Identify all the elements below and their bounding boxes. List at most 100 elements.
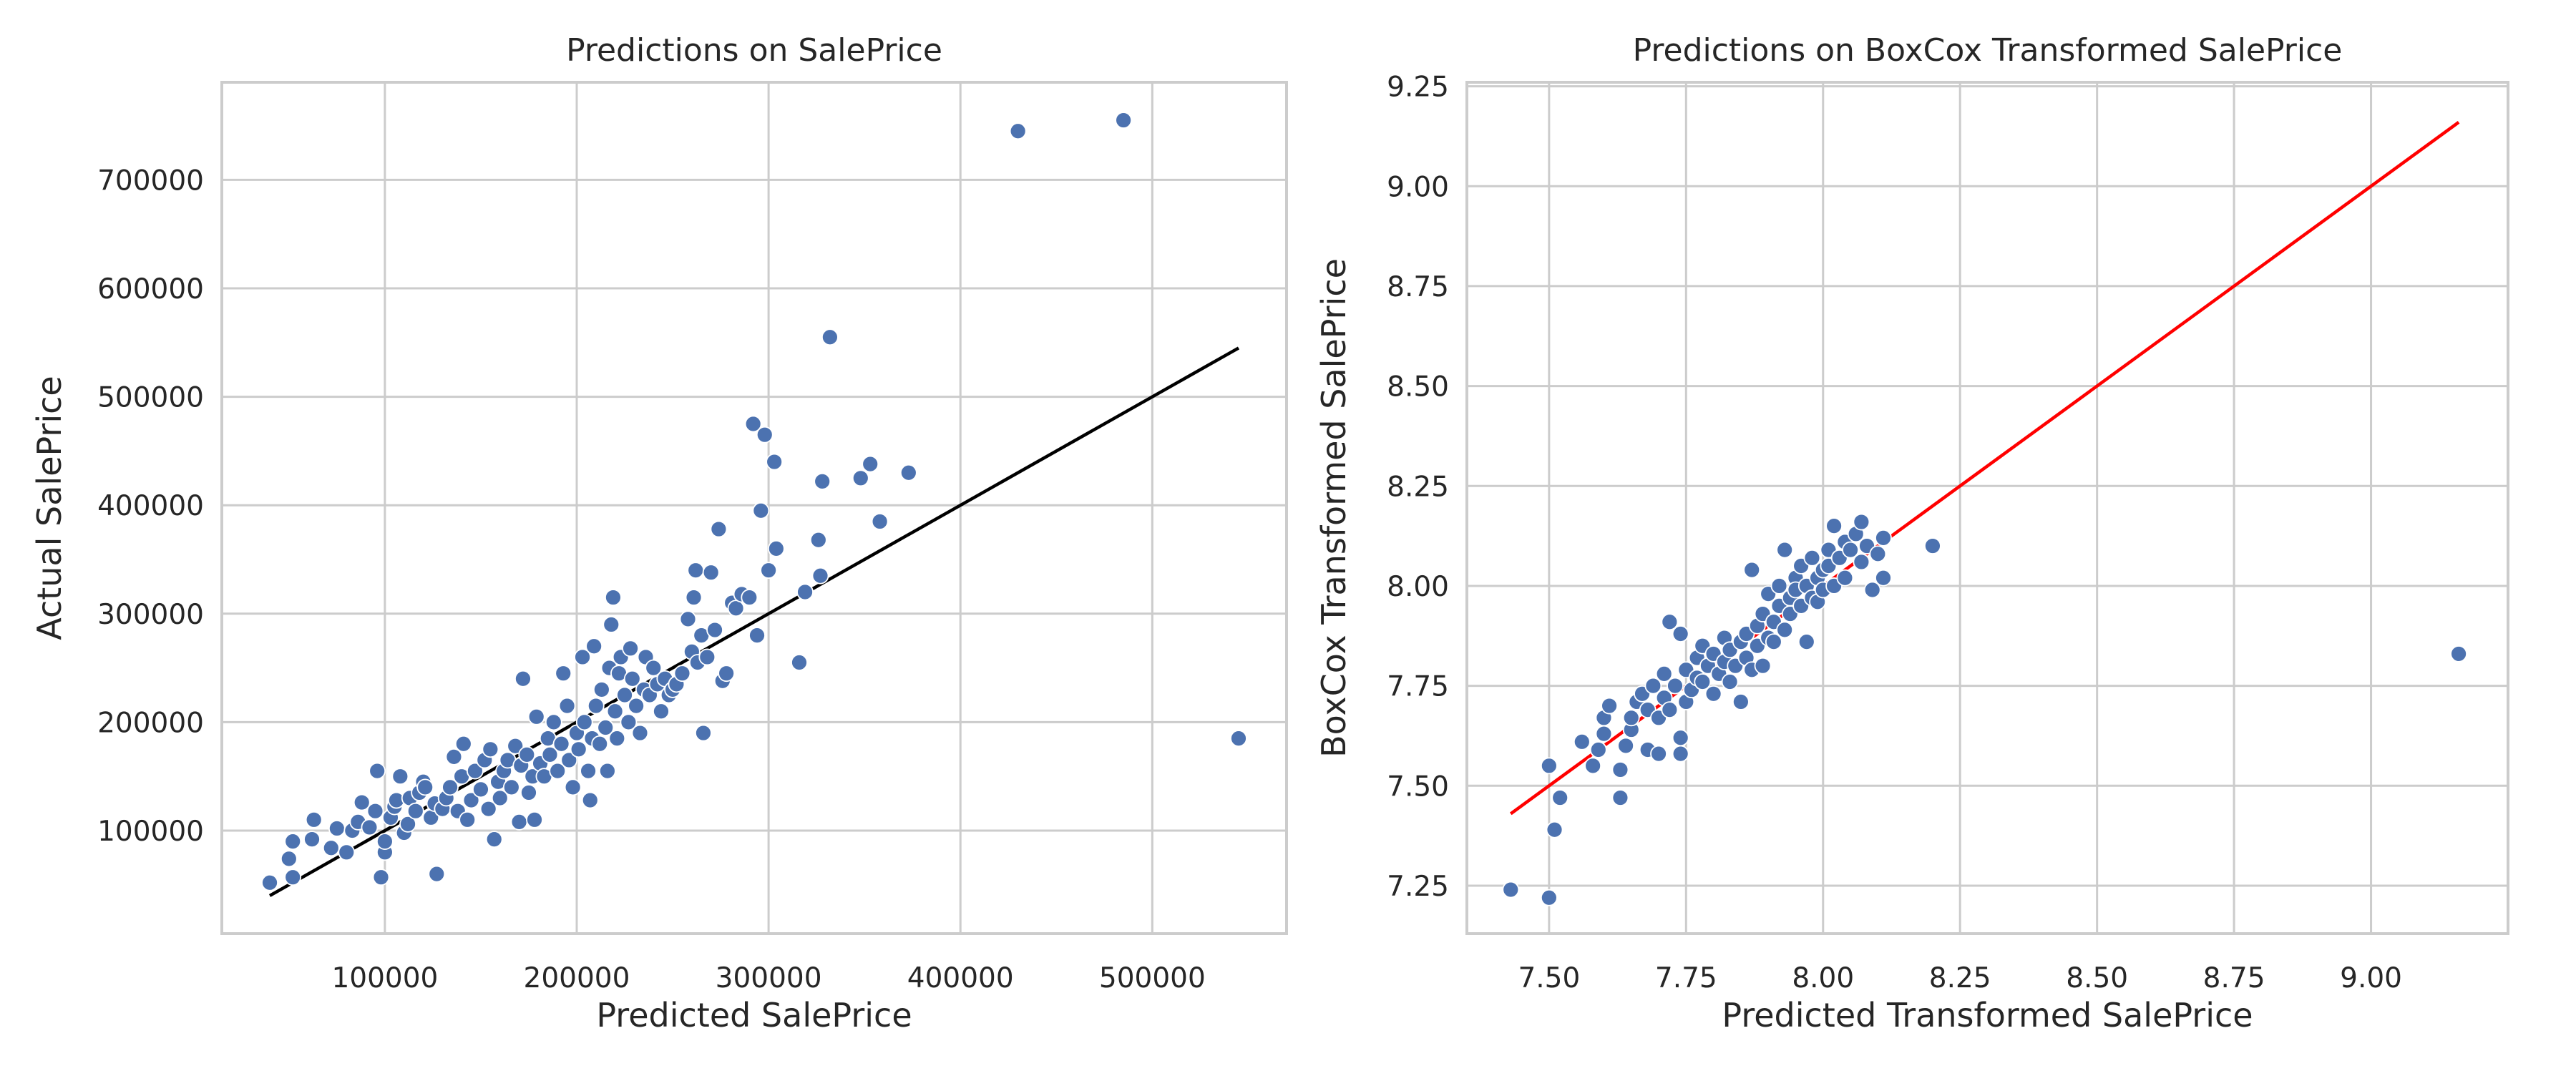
data-point [608, 730, 626, 748]
y-tick-label: 200000 [97, 707, 204, 739]
data-point [591, 735, 609, 753]
data-point [303, 831, 321, 848]
data-point [622, 640, 639, 657]
data-point [821, 328, 839, 346]
data-point [653, 703, 670, 720]
data-point [510, 813, 528, 831]
data-point [491, 789, 509, 807]
data-point [623, 670, 641, 688]
data-point [899, 464, 917, 481]
data-point [485, 831, 503, 848]
data-point [520, 784, 537, 801]
data-point [526, 811, 543, 828]
y-tick-label: 600000 [97, 273, 204, 305]
data-point [441, 778, 459, 796]
x-axis-label: Predicted Transformed SalePrice [1722, 996, 2253, 1035]
x-tick-label: 200000 [524, 962, 630, 994]
data-point [695, 724, 712, 742]
data-point [1611, 761, 1629, 778]
data-point [1863, 581, 1881, 599]
data-point [628, 697, 645, 715]
data-point [445, 748, 463, 766]
data-point [791, 654, 808, 671]
y-tick-label: 9.00 [1387, 171, 1449, 203]
data-point [406, 802, 424, 820]
chart-title: Predictions on BoxCox Transformed SalePr… [1633, 32, 2343, 69]
data-point [1650, 745, 1667, 763]
data-point [479, 800, 497, 818]
data-point [482, 740, 499, 758]
data-point [752, 502, 770, 519]
data-point [1611, 789, 1629, 806]
data-point [718, 665, 736, 683]
data-point [811, 567, 829, 585]
data-point [372, 869, 390, 886]
plot-frame [1465, 81, 2509, 935]
data-point [1551, 789, 1569, 806]
data-point [1721, 673, 1739, 690]
right-chart-panel: 7.50 7.75 8.00 8.25 8.50 8.75 9.00 7.25 7.50 7.75… [1288, 0, 2576, 1073]
data-point [1667, 677, 1684, 695]
data-point [1672, 625, 1689, 642]
data-point [1655, 665, 1673, 683]
data-point [353, 793, 371, 811]
data-point [1595, 725, 1613, 743]
plot-frame [220, 81, 1288, 935]
y-tick-label: 500000 [97, 382, 204, 414]
data-point [555, 665, 572, 683]
data-point [592, 681, 610, 698]
data-point [1776, 621, 1794, 639]
data-point [2450, 645, 2467, 662]
y-tick-label: 7.50 [1387, 771, 1449, 803]
x-axis-label: Predicted SalePrice [596, 996, 912, 1035]
data-point [454, 735, 472, 753]
x-tick-label: 8.00 [1792, 962, 1854, 994]
data-point [741, 589, 758, 606]
data-point [564, 778, 582, 796]
data-point [766, 453, 784, 471]
data-point [1661, 613, 1679, 631]
data-point [366, 802, 384, 820]
data-point [1601, 697, 1619, 715]
data-point [767, 539, 785, 557]
data-point [328, 820, 346, 837]
data-point [462, 791, 480, 809]
y-tick-label: 9.25 [1387, 72, 1449, 104]
data-point [1540, 757, 1558, 775]
data-point [1672, 729, 1689, 747]
data-point [796, 583, 814, 601]
data-point [1869, 545, 1887, 563]
data-point [744, 415, 762, 433]
data-point [1875, 569, 1892, 587]
data-point [756, 426, 774, 444]
data-point [1765, 633, 1782, 651]
y-tick-label: 8.00 [1387, 571, 1449, 603]
data-point [1853, 513, 1870, 531]
data-point [1875, 529, 1892, 547]
y-tick-label: 300000 [97, 599, 204, 631]
data-point [428, 865, 446, 883]
data-point [1803, 549, 1821, 567]
data-point [560, 751, 578, 769]
data-point [261, 874, 278, 891]
data-point [687, 562, 705, 579]
data-point [1853, 553, 1870, 571]
data-point [507, 737, 525, 755]
data-point [1661, 701, 1679, 719]
boxcox-scatter-chart: 7.50 7.75 8.00 8.25 8.50 8.75 9.00 7.25 7.50 7.75… [1314, 32, 2509, 1035]
data-point [1743, 561, 1761, 579]
data-point [760, 562, 778, 579]
data-point [580, 762, 597, 780]
data-point [1776, 541, 1794, 559]
x-tick-label: 7.75 [1655, 962, 1717, 994]
saleprice-scatter-chart: 100000 200000 300000 400000 500000 100000 2000… [30, 32, 1288, 1035]
data-point [1546, 821, 1563, 838]
data-point [1617, 737, 1634, 755]
data-point [1836, 569, 1854, 587]
data-point [852, 469, 869, 487]
data-point [814, 472, 831, 490]
data-point [280, 850, 298, 868]
x-tick-label: 8.25 [1929, 962, 1991, 994]
data-point [1589, 741, 1607, 758]
data-point [459, 811, 477, 828]
